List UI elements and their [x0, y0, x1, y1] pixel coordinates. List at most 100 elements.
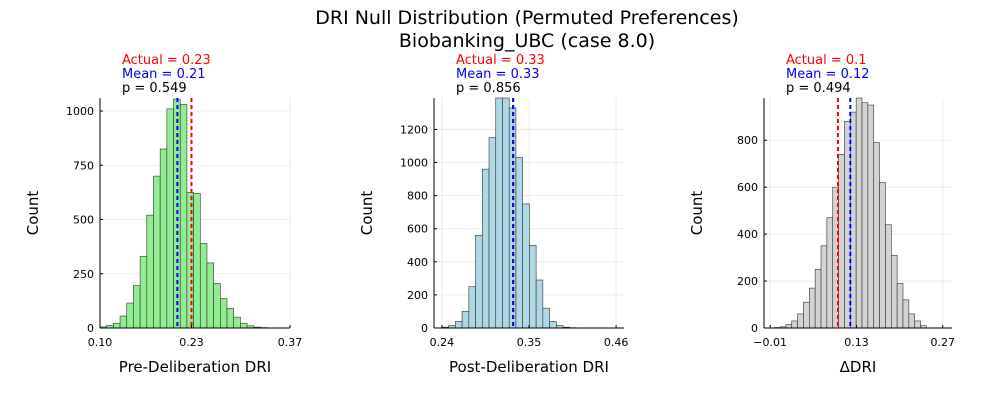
y-axis-title: Count: [358, 191, 376, 236]
histogram-bar: [832, 186, 839, 329]
y-tick-label: 1000: [400, 157, 428, 170]
histogram-bar: [549, 321, 557, 329]
y-axis-title: Count: [688, 191, 706, 236]
histogram-bar: [495, 97, 503, 329]
histogram-bar: [896, 283, 904, 329]
y-tick-label: 1200: [400, 123, 428, 136]
histogram-bar: [861, 102, 869, 329]
y-tick-label: 400: [407, 256, 428, 269]
x-tick-label: 0.10: [88, 336, 113, 349]
panel-pre-deliberation: 0 250 500 750 1000 0.10 0.23 0.37 Pre-Deliberati…: [24, 53, 302, 376]
histogram-bar: [179, 104, 188, 329]
chart-title-line2: Biobanking_UBC (case 8.0): [399, 30, 655, 52]
x-tick-label: −0.01: [753, 336, 787, 349]
panel-post-deliberation: 0 200 400 600 800 1000 1200 0.24 0.35 0.46 Post-De…: [358, 53, 628, 376]
histogram-bar: [488, 137, 497, 329]
y-axis-title: Count: [24, 191, 42, 236]
histogram-bar: [133, 285, 141, 329]
y-tick-label: 500: [73, 214, 94, 227]
x-axis-title: Post-Deliberation DRI: [449, 358, 609, 376]
x-tick-label: 0.37: [278, 336, 303, 349]
histogram-bar: [502, 97, 510, 329]
annotation-actual: Actual = 0.1: [786, 53, 867, 68]
y-tick-label: 600: [737, 181, 758, 194]
histogram-bar: [455, 321, 463, 329]
histogram-bar: [481, 168, 490, 329]
y-tick-label: 1000: [66, 105, 94, 118]
y-tick-label: 600: [407, 223, 428, 236]
histogram-bar: [139, 256, 148, 329]
histogram-bar: [890, 254, 898, 329]
x-tick-label: 0.46: [604, 336, 629, 349]
histogram-bar: [879, 182, 886, 329]
histogram-bar: [885, 224, 892, 329]
histogram-bar: [791, 320, 798, 329]
histogram-bar: [809, 287, 816, 329]
histogram-bar: [226, 308, 235, 329]
histogram-bar: [220, 298, 228, 329]
annotation-mean: Mean = 0.21: [122, 67, 206, 82]
histogram-bar: [838, 154, 845, 329]
histogram-bar: [902, 299, 910, 329]
histogram-bar: [119, 315, 128, 329]
histogram-bar: [166, 108, 174, 329]
x-tick-label: 0.13: [844, 336, 869, 349]
histogram-bar: [199, 243, 208, 329]
y-tick-label: 250: [73, 268, 94, 281]
x-tick-label: 0.24: [430, 336, 455, 349]
annotation-p-value: p = 0.856: [456, 81, 521, 96]
annotation-p-value: p = 0.494: [786, 81, 851, 96]
chart-title-line1: DRI Null Distribution (Permuted Preferen…: [315, 7, 739, 29]
annotation-mean: Mean = 0.12: [786, 67, 870, 82]
histogram-bar: [186, 192, 194, 329]
histogram-bar: [867, 104, 875, 329]
histogram-bar: [535, 279, 544, 329]
annotation-p-value: p = 0.549: [122, 81, 187, 96]
histogram-bar: [797, 313, 804, 329]
histogram-bar: [529, 244, 537, 329]
y-tick-label: 800: [407, 190, 428, 203]
annotation-mean: Mean = 0.33: [456, 67, 540, 82]
x-tick-label: 0.23: [179, 336, 204, 349]
histogram-bar: [213, 283, 221, 329]
histogram-bar: [542, 307, 550, 329]
histogram-bar: [803, 301, 810, 329]
histogram-bar: [240, 322, 248, 329]
histogram-bar: [873, 142, 880, 329]
histogram-bar: [461, 311, 470, 329]
histogram-bar: [814, 269, 822, 329]
y-tick-label: 400: [737, 228, 758, 241]
histogram-bar: [233, 316, 241, 329]
y-tick-label: 0: [421, 322, 428, 335]
histogram-bar: [908, 313, 916, 329]
y-tick-label: 200: [407, 289, 428, 302]
histogram-bar: [855, 97, 863, 329]
histogram-bar: [159, 148, 168, 329]
y-tick-label: 800: [737, 134, 758, 147]
histogram-bar: [468, 286, 476, 329]
x-axis-title: Pre-Deliberation DRI: [119, 358, 271, 376]
histogram-bar: [785, 324, 793, 329]
histogram-bar: [153, 175, 161, 329]
histogram-bar: [826, 217, 834, 329]
y-tick-label: 0: [87, 322, 94, 335]
histogram-bar: [914, 320, 921, 329]
histogram-bar: [126, 302, 134, 329]
annotation-actual: Actual = 0.33: [456, 53, 545, 68]
x-tick-label: 0.27: [931, 336, 956, 349]
histogram-bar: [515, 157, 523, 329]
y-tick-label: 0: [751, 322, 758, 335]
x-axis-title: ΔDRI: [840, 358, 877, 376]
histogram-bar: [146, 214, 154, 329]
histogram-bar: [820, 245, 828, 329]
panel-delta-dri: 0 200 400 600 800 −0.01 0.13 0.27 ΔDRI Count Actua…: [688, 53, 955, 376]
histogram-bar: [206, 262, 214, 329]
y-tick-label: 200: [737, 275, 758, 288]
histogram-bar: [522, 203, 530, 329]
y-tick-label: 750: [73, 159, 94, 172]
x-tick-label: 0.35: [517, 336, 542, 349]
histogram-bar: [475, 235, 483, 329]
annotation-actual: Actual = 0.23: [122, 53, 211, 68]
histogram-bar: [193, 193, 201, 329]
